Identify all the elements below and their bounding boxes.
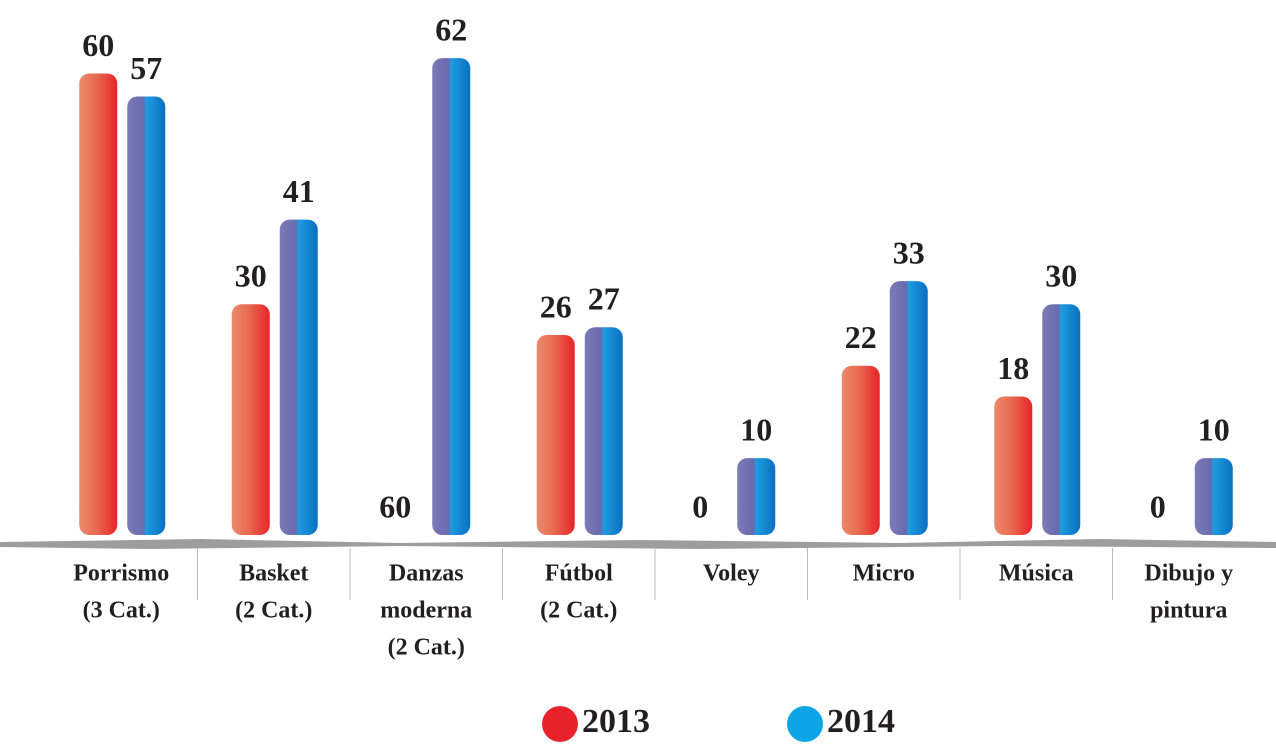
x-tick-label: pintura xyxy=(1150,598,1227,624)
bar xyxy=(79,73,118,535)
x-tick-label: Porrismo xyxy=(73,561,169,587)
value-label: 22 xyxy=(845,319,877,355)
value-label: 30 xyxy=(1045,258,1077,294)
x-tick-label: (2 Cat.) xyxy=(235,598,312,624)
legend-swatch xyxy=(787,706,823,742)
value-label: 60 xyxy=(379,488,411,524)
baseline xyxy=(0,539,1276,549)
bar xyxy=(994,396,1033,535)
x-tick-label: (3 Cat.) xyxy=(83,598,160,624)
value-label: 0 xyxy=(692,488,708,524)
value-label: 30 xyxy=(235,258,267,294)
value-label: 57 xyxy=(130,50,162,86)
value-label: 18 xyxy=(997,350,1029,386)
legend-label: 2013 xyxy=(582,703,650,740)
x-tick-label: moderna xyxy=(380,598,472,624)
legend-swatch xyxy=(542,706,578,742)
value-label: 10 xyxy=(740,411,772,447)
x-tick-label: Micro xyxy=(853,561,915,587)
value-label: 10 xyxy=(1198,411,1230,447)
value-label: 26 xyxy=(540,288,572,324)
x-tick-label: (2 Cat.) xyxy=(388,635,465,661)
value-label: 41 xyxy=(283,173,315,209)
bar xyxy=(432,58,471,535)
x-tick-label: Voley xyxy=(703,561,759,587)
bar xyxy=(231,304,270,535)
bar xyxy=(536,335,575,535)
bar xyxy=(584,327,623,535)
bar xyxy=(737,458,776,535)
x-tick-label: Danzas xyxy=(389,561,464,587)
legend-label: 2014 xyxy=(827,703,895,740)
bar xyxy=(279,219,318,535)
value-label: 60 xyxy=(82,27,114,63)
value-label: 0 xyxy=(1150,488,1166,524)
x-tick-label: Dibujo y xyxy=(1144,561,1233,587)
bar xyxy=(127,96,166,536)
x-tick-label: (2 Cat.) xyxy=(540,598,617,624)
value-label: 62 xyxy=(435,11,467,47)
x-tick-label: Basket xyxy=(239,561,308,587)
value-label: 33 xyxy=(893,234,925,270)
x-tick-label: Fútbol xyxy=(545,561,613,587)
value-label: 27 xyxy=(588,281,620,317)
x-tick-label: Música xyxy=(999,561,1074,587)
bar xyxy=(889,281,928,535)
bar xyxy=(1042,304,1081,535)
bar xyxy=(841,365,880,535)
bar xyxy=(1194,458,1233,535)
